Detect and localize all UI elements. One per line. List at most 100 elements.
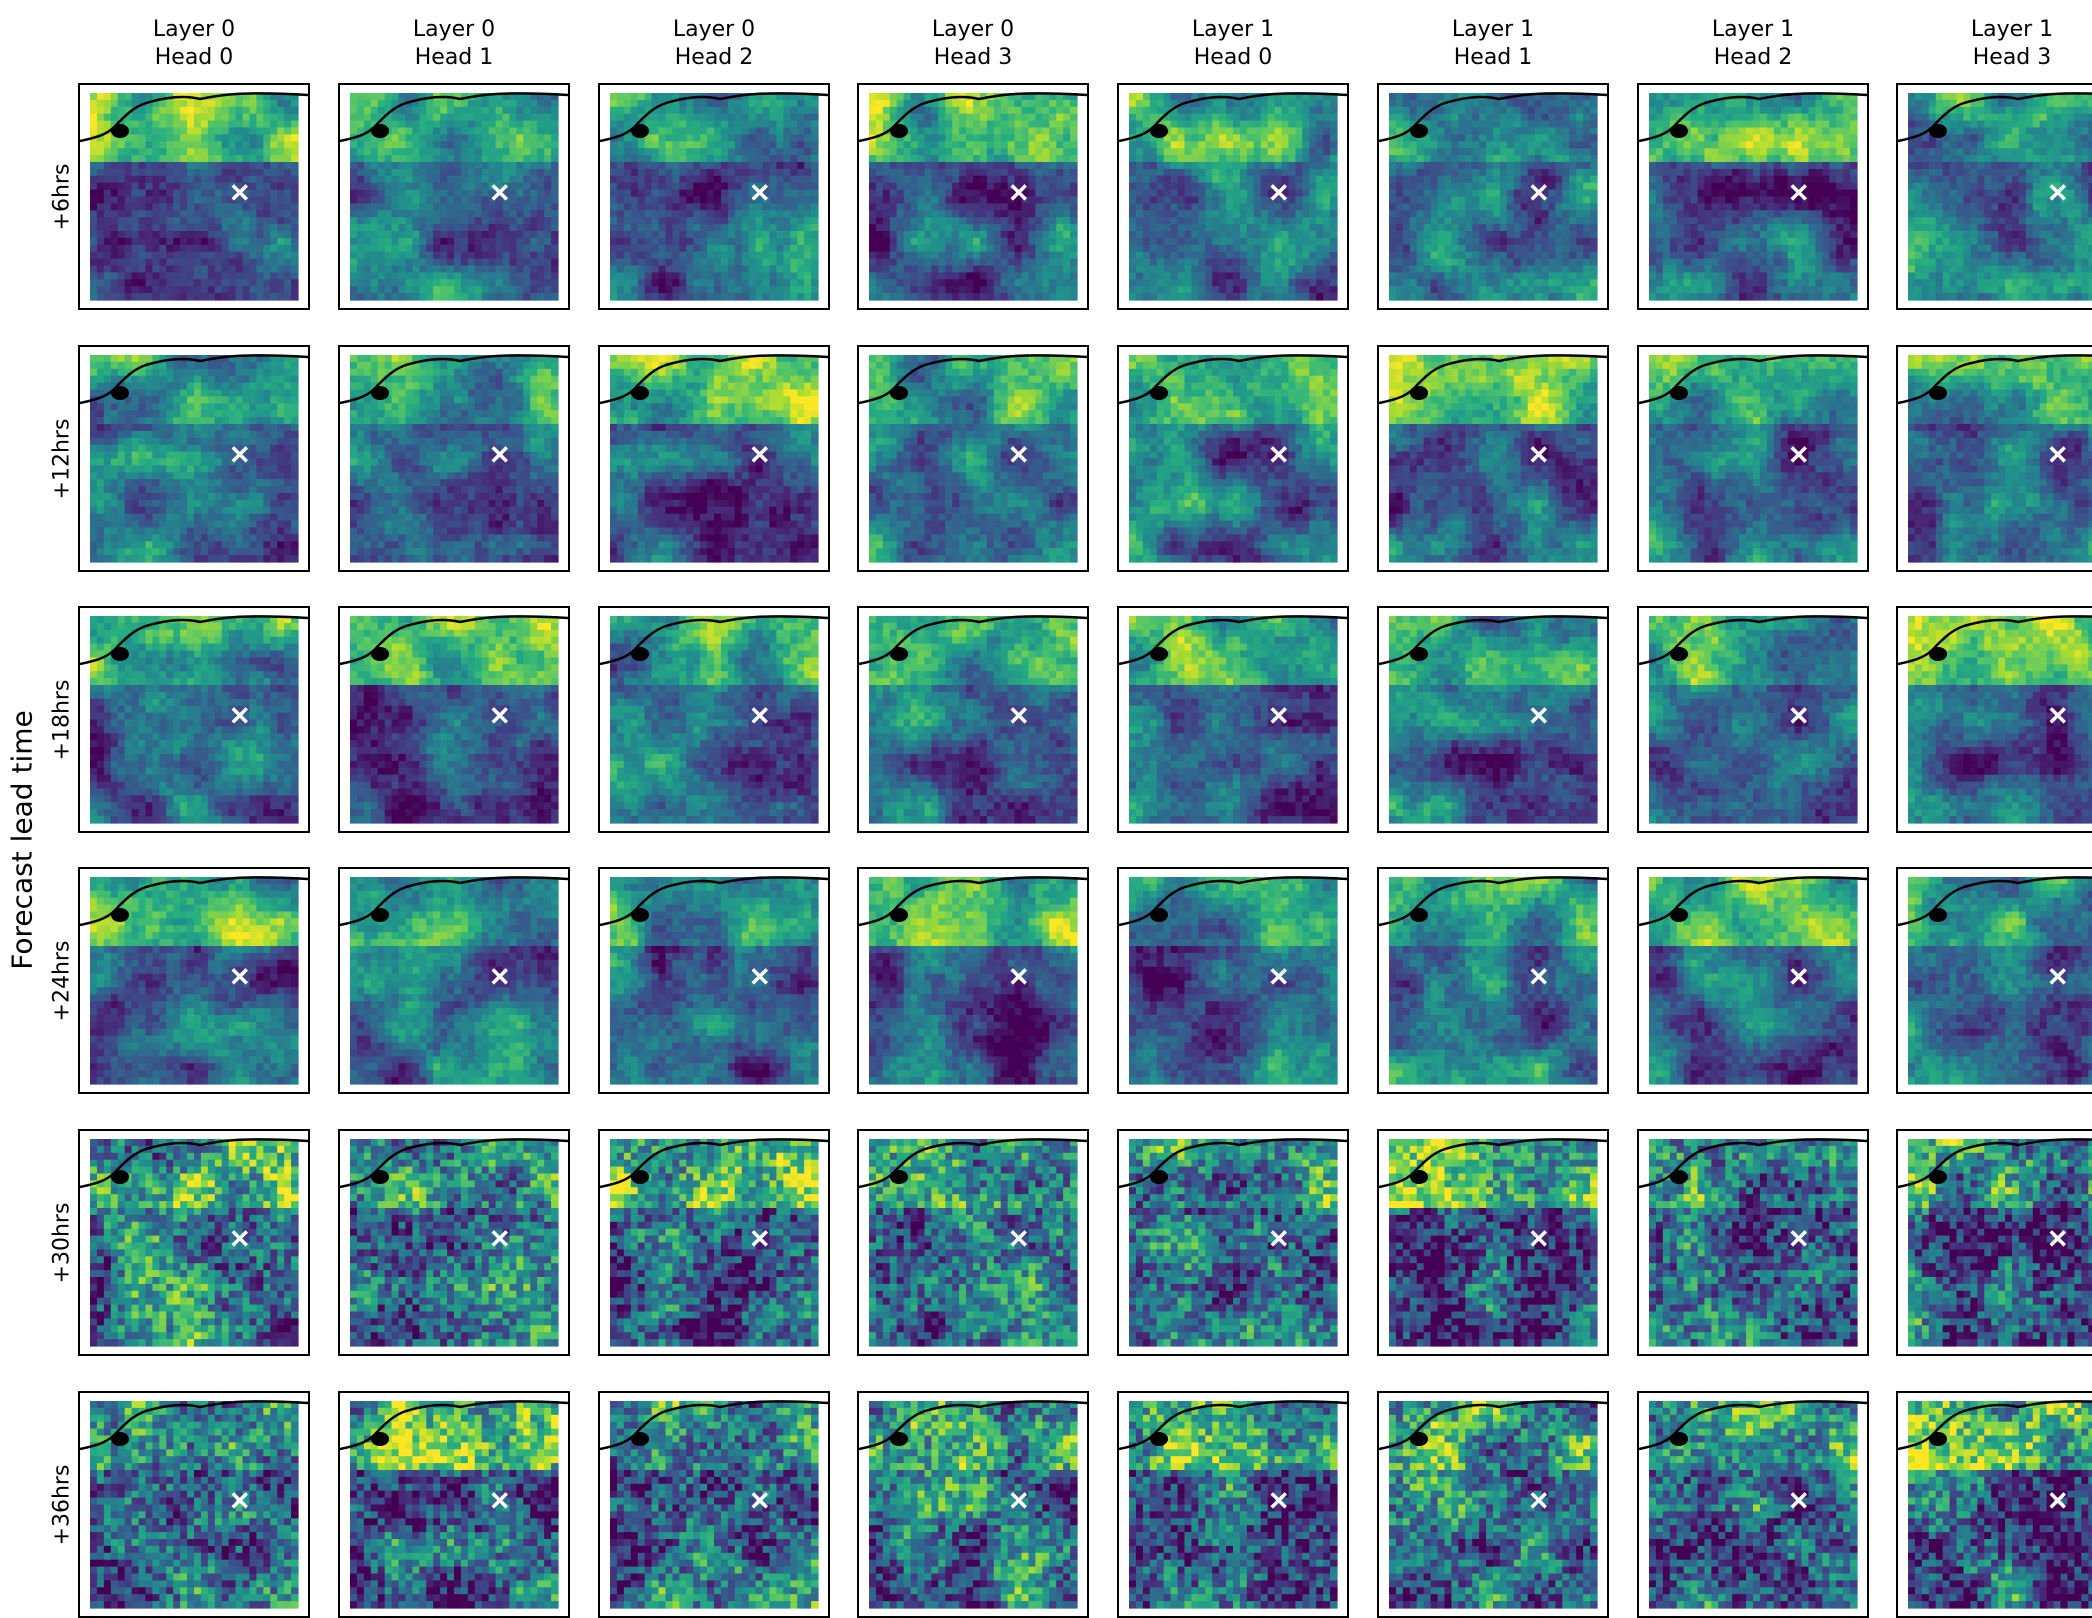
heatmap-cell [1423,120,1432,129]
heatmap-cell [1170,272,1179,280]
heatmap-cell [516,272,524,280]
heatmap-cell [90,231,98,239]
heatmap-cell [1177,93,1186,101]
heatmap-cell [474,293,483,301]
heatmap-cell [959,265,967,273]
heatmap-cell [658,148,667,156]
heatmap-cell [467,120,476,129]
heatmap-cell [1142,217,1151,225]
heatmap-cell [426,265,434,273]
heatmap-cell [903,93,912,101]
heatmap-cell [623,258,632,267]
heatmap-cell [460,196,469,204]
heatmap-cell [138,162,147,170]
heatmap-cell [783,106,791,115]
heatmap-cell [356,286,365,294]
heatmap-cell [1191,113,1199,122]
heatmap-cell [138,251,147,260]
heatmap-cell [762,175,771,184]
heatmap-cell [693,286,701,294]
heatmap-cell [1302,272,1310,280]
heatmap-cell [882,203,891,211]
heatmap-cell [896,293,905,301]
heatmap-cell [454,251,462,260]
heatmap-cell [1063,279,1071,287]
heatmap-cell [1389,182,1397,191]
heatmap-cell [1014,272,1023,280]
heatmap-cell [1267,106,1276,115]
heatmap-cell [637,244,646,253]
heatmap-cell [187,134,195,142]
heatmap-cell [1042,162,1050,170]
heatmap-cell [419,106,427,115]
heatmap-cell [1035,203,1043,211]
heatmap-cell [1149,182,1158,191]
heatmap-cell [1430,127,1439,135]
heatmap-cell [1070,141,1078,149]
heatmap-cell [284,127,292,135]
heatmap-cell [1274,251,1283,260]
heatmap-cell [959,182,967,191]
heatmap-cell [1590,182,1598,191]
heatmap-cell [90,148,98,156]
heatmap-cell [117,237,126,246]
heatmap-cell [187,210,195,218]
heatmap-cell [488,224,497,232]
heatmap-cell [221,272,230,280]
heatmap-cell [1042,134,1050,142]
heatmap-cell [623,155,632,163]
heatmap-cell [481,134,490,142]
heatmap-cell [931,203,939,211]
heatmap-cell [1070,251,1078,260]
heatmap-cell [665,231,673,239]
heatmap-cell [1028,93,1036,101]
heatmap-cell [433,217,441,225]
heatmap-cell [903,168,912,177]
heatmap-cell [1302,231,1310,239]
heatmap-cell [1423,141,1432,149]
heatmap-cell [714,203,722,211]
heatmap-cell [509,182,517,191]
heatmap-cell [131,127,140,135]
heatmap-cell [124,175,133,184]
heatmap-cell [481,251,490,260]
heatmap-cell [1395,155,1404,163]
heatmap-cell [973,286,981,294]
heatmap-cell [1149,237,1158,246]
heatmap-cell [1226,175,1234,184]
heatmap-cell [1226,244,1234,253]
heatmap-cell [1028,182,1036,191]
heatmap-cell [727,120,736,129]
heatmap-cell [741,113,750,122]
heatmap-cell [959,231,967,239]
heatmap-cell [734,189,743,198]
heatmap-cell [686,148,694,156]
heatmap-cell [790,141,798,149]
heatmap-cell [769,203,777,211]
heatmap-cell [959,120,967,129]
heatmap-cell [1212,203,1220,211]
heatmap-cell [776,265,784,273]
heatmap-cell [1035,217,1043,225]
heatmap-cell [1014,175,1023,184]
heatmap-cell [1389,175,1397,184]
heatmap-cell [741,189,750,198]
heatmap-cell [166,120,174,129]
heatmap-cell [734,251,743,260]
heatmap-cell [679,148,687,156]
heatmap-cell [509,168,517,177]
heatmap-cell [117,210,126,218]
heatmap-cell [1323,148,1331,156]
heatmap-cell [551,113,559,122]
heatmap-cell [481,258,490,267]
heatmap-cell [284,155,292,163]
heatmap-cell [110,265,119,273]
heatmap-cell [610,141,618,149]
heatmap-cell [235,203,244,211]
column-header-layer: Layer 0 [853,16,1093,44]
heatmap-cell [1184,134,1192,142]
heatmap-cell [509,231,517,239]
heatmap-cell [440,168,448,177]
heatmap-cell [1070,168,1078,177]
heatmap-cell [1184,244,1192,253]
